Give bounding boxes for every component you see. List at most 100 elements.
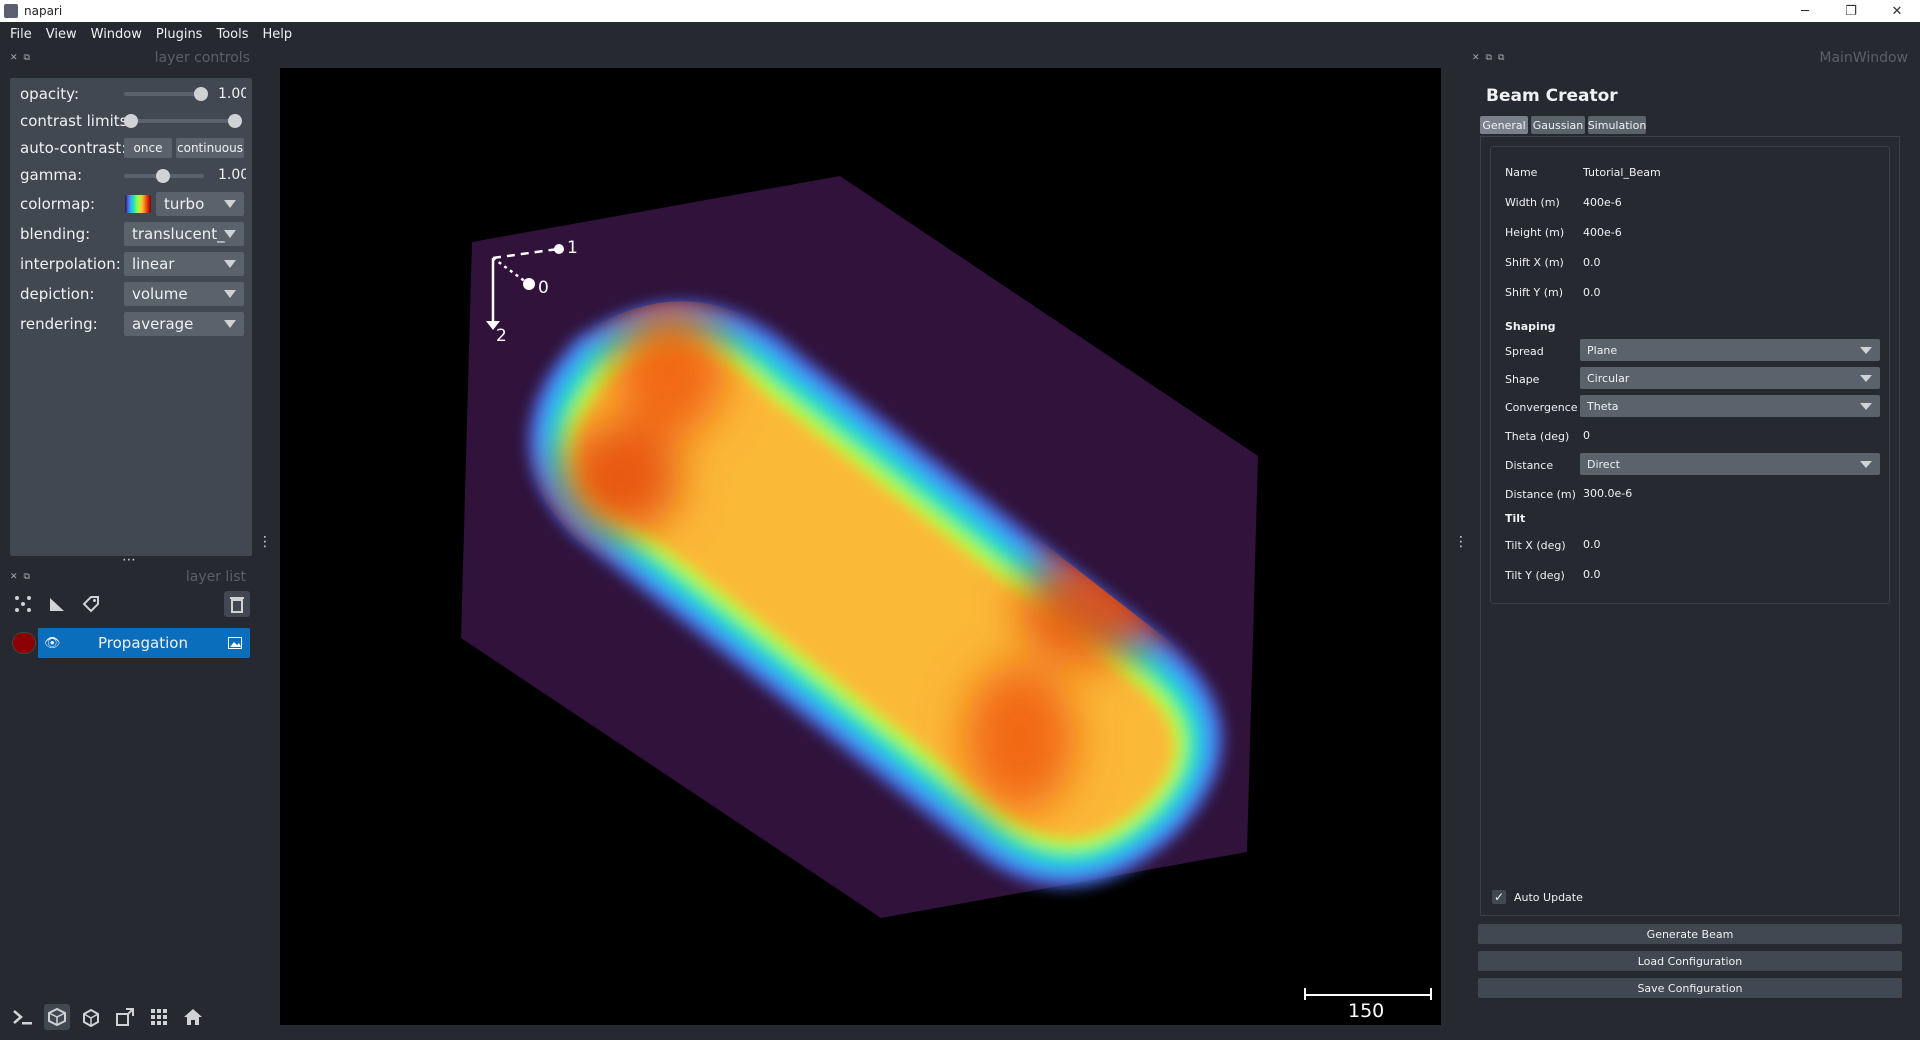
theta-input[interactable]: 0 bbox=[1580, 424, 1880, 446]
contrast-max-thumb[interactable] bbox=[228, 114, 242, 128]
auto-contrast-label: auto-contrast: bbox=[20, 139, 127, 157]
colormap-select[interactable]: turbo bbox=[156, 192, 244, 216]
blending-label: blending: bbox=[20, 225, 91, 243]
shift-y-label: Shift Y (m) bbox=[1505, 286, 1564, 299]
window-title: napari bbox=[24, 4, 63, 18]
right-dock-float-icon[interactable]: ⧉ bbox=[1485, 53, 1492, 63]
new-labels-layer-button[interactable] bbox=[78, 591, 104, 617]
right-dock-close-icon[interactable]: ✕ bbox=[1472, 53, 1480, 63]
auto-update-checkbox[interactable]: ✓ bbox=[1492, 890, 1506, 904]
ndisplay-toggle-button[interactable] bbox=[44, 1004, 70, 1030]
roll-cube-icon bbox=[83, 1008, 99, 1027]
contrast-limits-slider[interactable] bbox=[126, 119, 238, 123]
tilt-y-label: Tilt Y (deg) bbox=[1505, 569, 1565, 582]
menu-plugins[interactable]: Plugins bbox=[155, 26, 203, 42]
height-input[interactable]: 400e-6 bbox=[1580, 221, 1880, 243]
tab-simulation[interactable]: Simulation bbox=[1588, 116, 1646, 134]
right-dock-header: ✕ ⧉ ⧉ MainWindow bbox=[1472, 50, 1908, 66]
viewer-canvas[interactable]: 1 0 2 150 bbox=[280, 68, 1441, 1025]
roll-dims-button[interactable] bbox=[78, 1004, 104, 1030]
convergence-select[interactable]: Theta bbox=[1580, 395, 1880, 417]
menu-window[interactable]: Window bbox=[90, 26, 142, 42]
axes-overlay bbox=[486, 244, 564, 330]
dock-float-icon[interactable]: ⧉ bbox=[23, 53, 30, 63]
right-dock-splitter-handle[interactable]: ⋮ bbox=[1454, 534, 1468, 550]
grid-icon bbox=[151, 1009, 167, 1025]
layer-list-float-icon[interactable]: ⧉ bbox=[23, 572, 30, 582]
minimize-button[interactable]: ─ bbox=[1801, 3, 1809, 19]
layer-name: Propagation bbox=[98, 634, 188, 652]
gamma-value: 1.00 bbox=[218, 167, 246, 183]
volume-render bbox=[461, 176, 1258, 918]
right-dock-hide-icon[interactable]: ⧉ bbox=[1497, 53, 1505, 63]
opacity-label: opacity: bbox=[20, 85, 80, 103]
home-icon bbox=[184, 1009, 202, 1025]
interpolation-select[interactable]: linear bbox=[124, 252, 244, 276]
shift-x-input[interactable]: 0.0 bbox=[1580, 251, 1880, 273]
auto-contrast-once-button[interactable]: once bbox=[124, 138, 172, 158]
contrast-min-thumb[interactable] bbox=[124, 114, 138, 128]
general-form-group bbox=[1490, 146, 1890, 604]
shaping-section-header: Shaping bbox=[1505, 320, 1556, 333]
new-shapes-layer-button[interactable] bbox=[44, 591, 70, 617]
rendering-label: rendering: bbox=[20, 315, 98, 333]
spread-select[interactable]: Plane bbox=[1580, 339, 1880, 361]
colormap-label: colormap: bbox=[20, 195, 96, 213]
axis-label-1: 1 bbox=[567, 238, 578, 258]
menu-help[interactable]: Help bbox=[262, 26, 293, 42]
gamma-slider-thumb[interactable] bbox=[156, 169, 170, 183]
layer-row-propagation[interactable]: 👁 Propagation bbox=[10, 628, 250, 658]
grid-view-button[interactable] bbox=[146, 1004, 172, 1030]
contrast-limits-label: contrast limits: bbox=[20, 112, 133, 130]
theta-label: Theta (deg) bbox=[1505, 430, 1570, 443]
layer-splitter-handle[interactable]: ⋯ bbox=[122, 552, 136, 568]
menu-bar: File View Window Plugins Tools Help bbox=[0, 22, 1920, 46]
tilt-y-input[interactable]: 0.0 bbox=[1580, 563, 1880, 585]
delete-layer-button[interactable] bbox=[224, 591, 250, 617]
width-input[interactable]: 400e-6 bbox=[1580, 191, 1880, 213]
distance-select[interactable]: Direct bbox=[1580, 453, 1880, 475]
name-input[interactable]: Tutorial_Beam bbox=[1580, 161, 1880, 183]
shape-select[interactable]: Circular bbox=[1580, 367, 1880, 389]
tab-gaussian[interactable]: Gaussian bbox=[1531, 116, 1585, 134]
save-configuration-button[interactable]: Save Configuration bbox=[1478, 978, 1902, 998]
colormap-swatch bbox=[125, 195, 151, 213]
tab-general[interactable]: General bbox=[1480, 116, 1528, 134]
layer-list-close-icon[interactable]: ✕ bbox=[10, 572, 18, 582]
auto-contrast-continuous-button[interactable]: continuous bbox=[176, 138, 244, 158]
layer-controls-header: ✕ ⧉ layer controls bbox=[10, 50, 250, 66]
reset-view-button[interactable] bbox=[180, 1004, 206, 1030]
generate-beam-button[interactable]: Generate Beam bbox=[1478, 924, 1902, 944]
menu-tools[interactable]: Tools bbox=[216, 26, 249, 42]
new-points-layer-button[interactable] bbox=[10, 591, 36, 617]
distance-m-input[interactable]: 300.0e-6 bbox=[1580, 482, 1880, 504]
load-configuration-button[interactable]: Load Configuration bbox=[1478, 951, 1902, 971]
console-button[interactable] bbox=[10, 1004, 36, 1030]
labels-tag-icon bbox=[82, 596, 99, 613]
layer-thumbnail bbox=[12, 632, 36, 654]
axis-label-2: 2 bbox=[496, 326, 507, 346]
trash-icon bbox=[230, 597, 244, 613]
depiction-select[interactable]: volume bbox=[124, 282, 244, 306]
rendering-select[interactable]: average bbox=[124, 312, 244, 336]
dock-close-icon[interactable]: ✕ bbox=[10, 53, 18, 63]
scale-bar bbox=[1304, 994, 1432, 996]
menu-file[interactable]: File bbox=[10, 26, 32, 42]
auto-update-label: Auto Update bbox=[1514, 891, 1583, 904]
opacity-slider-thumb[interactable] bbox=[194, 87, 208, 101]
transpose-dims-button[interactable] bbox=[112, 1004, 138, 1030]
name-label: Name bbox=[1505, 166, 1538, 179]
blending-select[interactable]: translucent_ bbox=[124, 222, 244, 246]
close-button[interactable]: ✕ bbox=[1891, 3, 1903, 19]
shift-y-input[interactable]: 0.0 bbox=[1580, 281, 1880, 303]
left-dock-splitter-handle[interactable]: ⋮ bbox=[258, 534, 272, 550]
layer-list-header: ✕ ⧉ layer list bbox=[10, 569, 246, 585]
distance-m-label: Distance (m) bbox=[1505, 488, 1576, 501]
menu-view[interactable]: View bbox=[45, 26, 77, 42]
visibility-eye-icon[interactable]: 👁 bbox=[44, 635, 61, 651]
maximize-button[interactable]: ❐ bbox=[1845, 3, 1857, 19]
convergence-label: Convergence bbox=[1505, 401, 1578, 414]
tilt-x-input[interactable]: 0.0 bbox=[1580, 533, 1880, 555]
points-icon bbox=[15, 596, 31, 612]
opacity-slider[interactable] bbox=[124, 92, 204, 96]
